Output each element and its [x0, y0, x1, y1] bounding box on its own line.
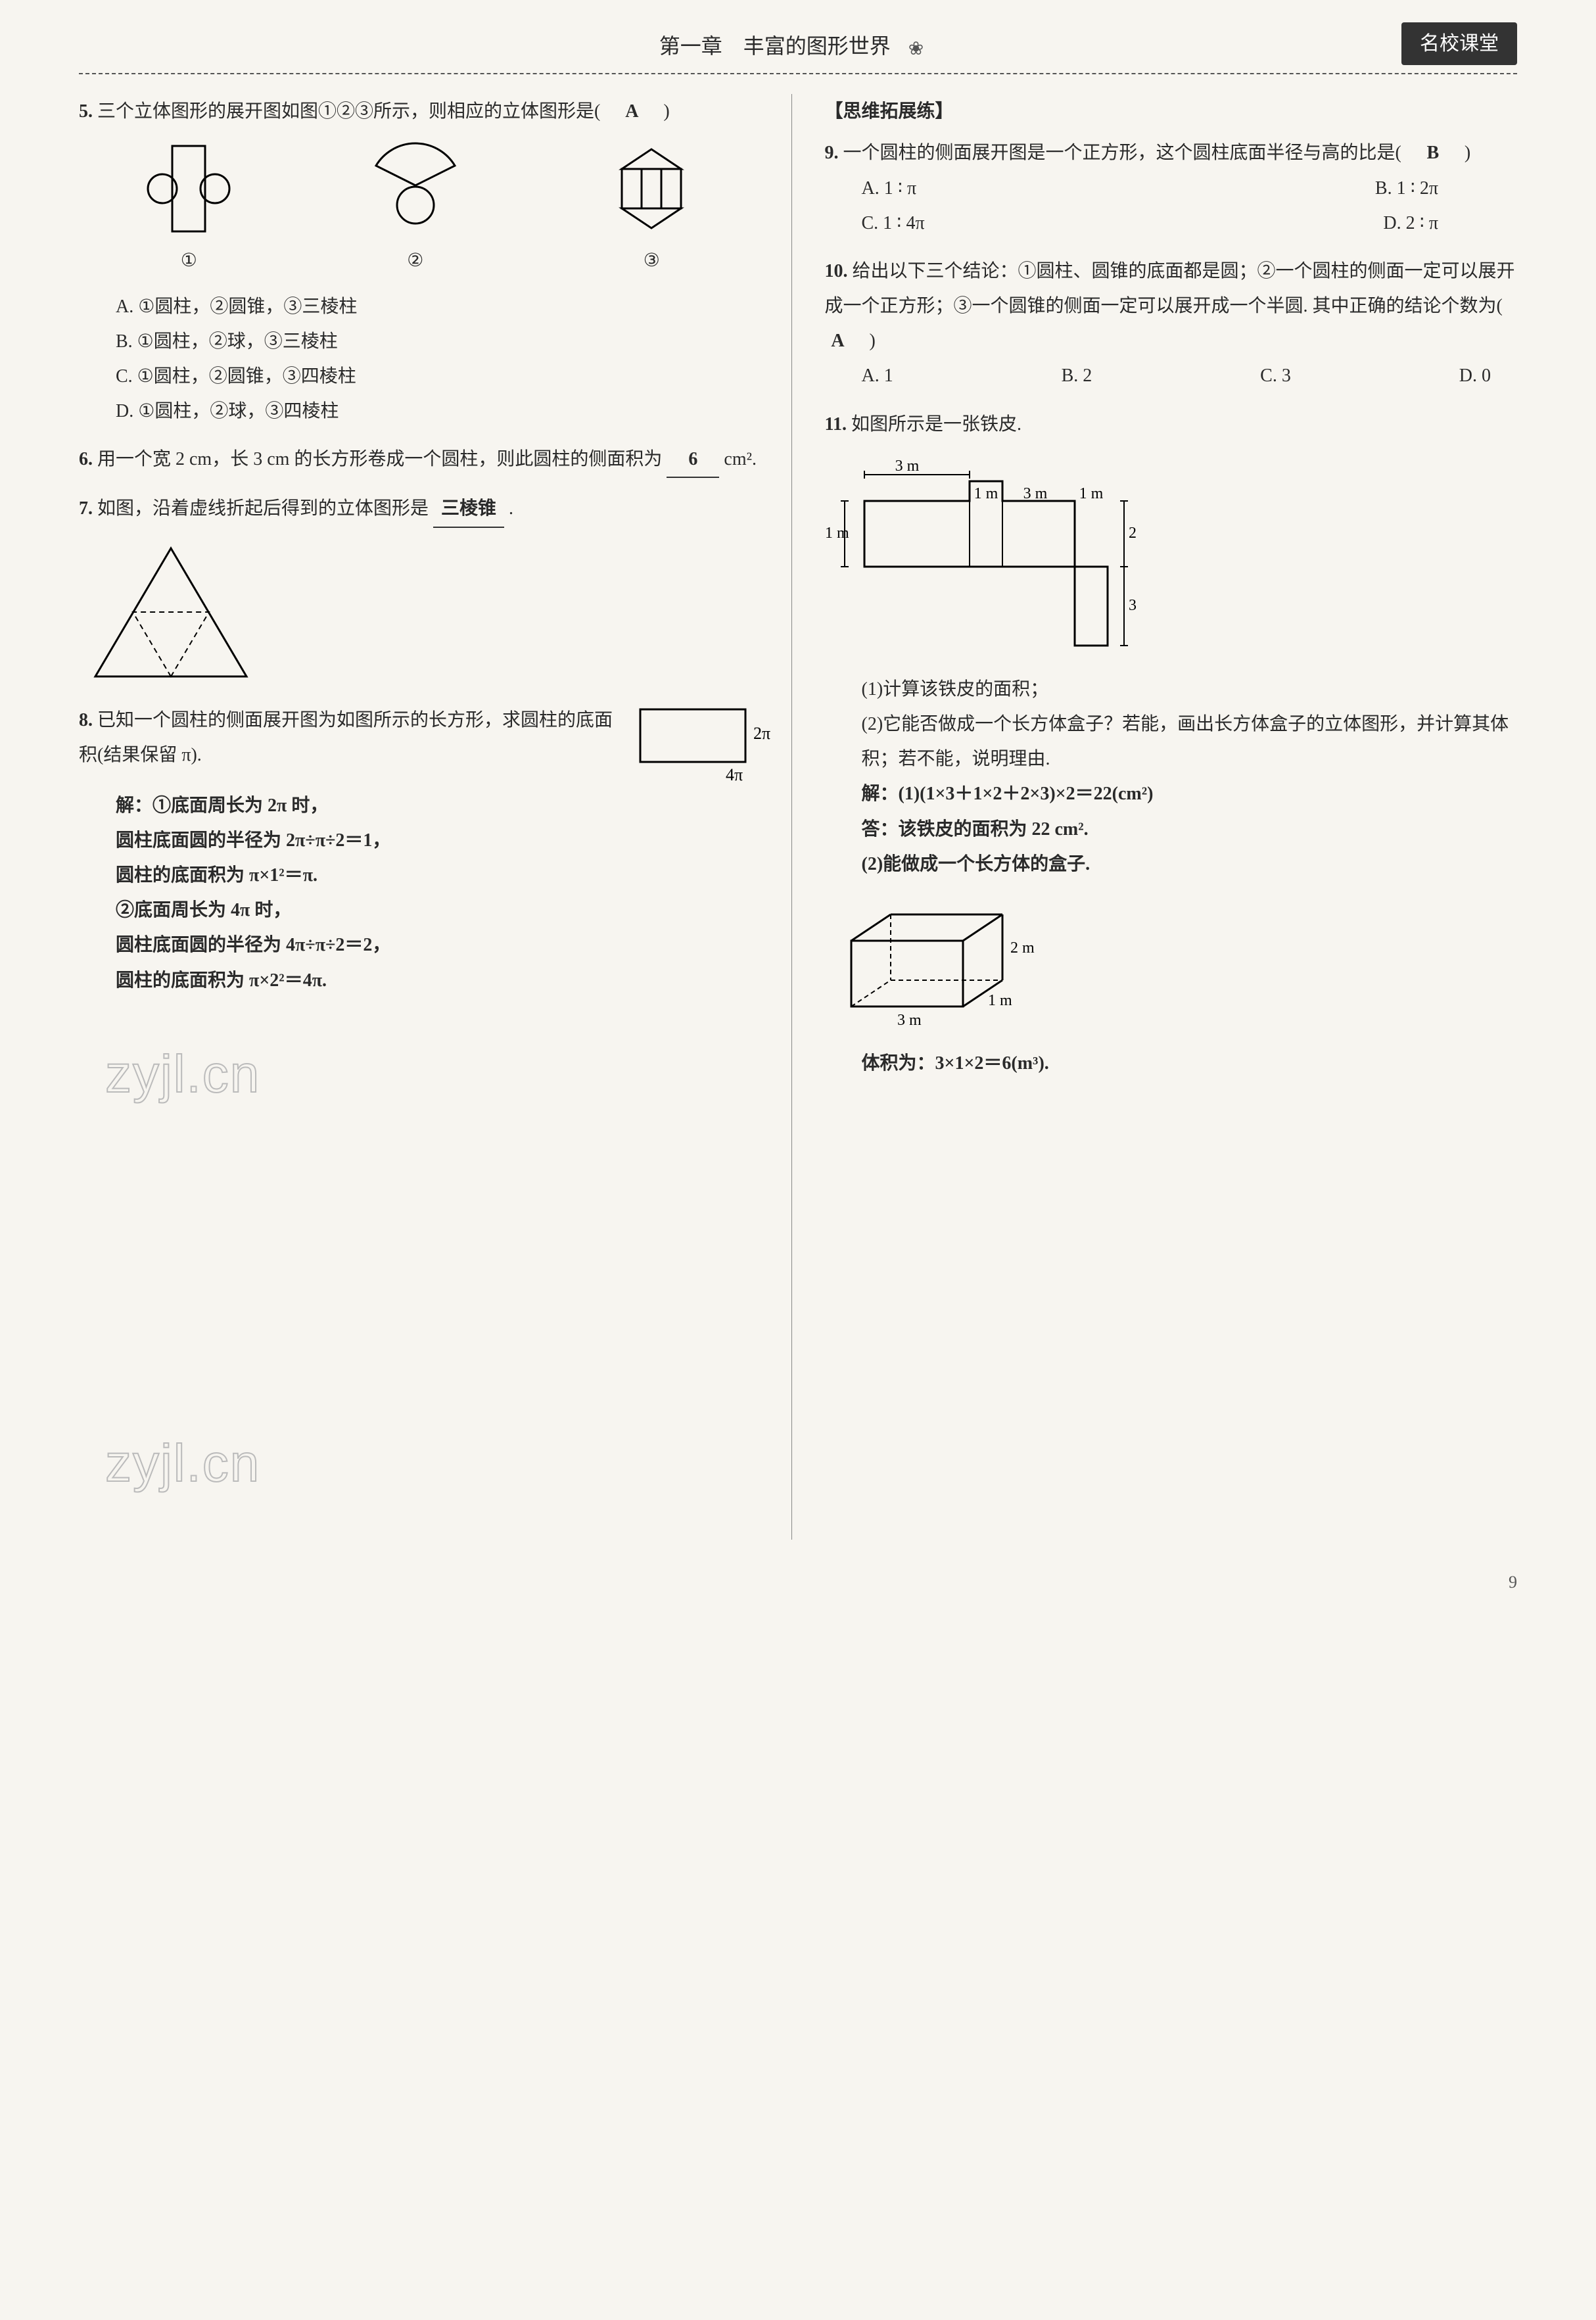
svg-text:3 m: 3 m — [895, 458, 919, 475]
q5-fig1-label: ① — [143, 243, 235, 278]
q8-sol6: 圆柱的底面积为 π×2²＝4π. — [79, 963, 772, 998]
svg-text:1 m: 1 m — [825, 525, 849, 542]
section-heading: 【思维拓展练】 — [825, 94, 1518, 129]
q5-fig3-label: ③ — [596, 243, 707, 278]
svg-text:1 m: 1 m — [974, 485, 998, 502]
q11-sol2: 答：该铁皮的面积为 22 cm². — [825, 812, 1518, 847]
svg-text:3 m: 3 m — [897, 1012, 922, 1029]
q10-optD: D. 0 — [1459, 358, 1491, 393]
q10-number: 10. — [825, 261, 848, 281]
q11-sol1: 解：(1)(1×3＋1×2＋2×3)×2＝22(cm²) — [825, 776, 1518, 811]
svg-text:2 m: 2 m — [1129, 525, 1140, 542]
q10-optC: C. 3 — [1260, 358, 1291, 393]
q10-optA: A. 1 — [862, 358, 893, 393]
svg-text:2 m: 2 m — [1010, 939, 1035, 957]
q6-number: 6. — [79, 449, 93, 469]
q5-number: 5. — [79, 101, 93, 122]
q11-p1: (1)计算该铁皮的面积； — [825, 672, 1518, 707]
q11-sol3: (2)能做成一个长方体的盒子. — [825, 847, 1518, 882]
watermark-1: zyjl.cn — [105, 1024, 772, 1124]
svg-text:3 m: 3 m — [1129, 597, 1140, 614]
q5-text: 三个立体图形的展开图如图①②③所示，则相应的立体图形是( — [97, 101, 619, 122]
q10-optB: B. 2 — [1062, 358, 1092, 393]
question-5: 5. 三个立体图形的展开图如图①②③所示，则相应的立体图形是( A ) ① — [79, 94, 772, 429]
q9-text-end: ) — [1446, 143, 1470, 163]
q11-p2: (2)它能否做成一个长方体盒子？若能，画出长方体盒子的立体图形，并计算其体积；若… — [825, 707, 1518, 776]
q5-fig-2: ② — [363, 139, 468, 278]
question-8: 8. 已知一个圆柱的侧面展开图为如图所示的长方形，求圆柱的底面积(结果保留 π)… — [79, 703, 772, 998]
question-10: 10. 给出以下三个结论：①圆柱、圆锥的底面都是圆；②一个圆柱的侧面一定可以展开… — [825, 254, 1518, 394]
q8-sol4: ②底面周长为 4π 时， — [79, 893, 772, 928]
q8-text: 已知一个圆柱的侧面展开图为如图所示的长方形，求圆柱的底面积(结果保留 π). — [79, 710, 613, 765]
q5-optB: B. ①圆柱，②球，③三棱柱 — [79, 324, 772, 359]
q10-text-end: ) — [851, 331, 876, 351]
q7-text-a: 如图，沿着虚线折起后得到的立体图形是 — [97, 498, 429, 519]
q5-fig-1: ① — [143, 139, 235, 278]
watermark-2: zyjl.cn — [105, 1413, 772, 1513]
q9-answer: B — [1420, 135, 1446, 170]
left-column: 5. 三个立体图形的展开图如图①②③所示，则相应的立体图形是( A ) ① — [79, 94, 792, 1540]
two-column-layout: 5. 三个立体图形的展开图如图①②③所示，则相应的立体图形是( A ) ① — [79, 94, 1517, 1540]
q11-sol4: 体积为：3×1×2＝6(m³). — [825, 1046, 1518, 1081]
svg-text:3 m: 3 m — [1023, 485, 1047, 502]
q8-number: 8. — [79, 710, 93, 730]
q5-answer: A — [619, 94, 645, 129]
q7-figure — [79, 538, 772, 690]
q5-figures: ① ② ③ — [79, 139, 772, 278]
q11-box-figure: 3 m 1 m 2 m — [825, 895, 1518, 1033]
q8-figure: 2π 4π — [634, 703, 772, 788]
page-number: 9 — [79, 1566, 1517, 1598]
q5-optC: C. ①圆柱，②圆锥，③四棱柱 — [79, 359, 772, 394]
question-6: 6. 用一个宽 2 cm，长 3 cm 的长方形卷成一个圆柱，则此圆柱的侧面积为… — [79, 442, 772, 478]
q8-rect-h: 2π — [753, 724, 770, 743]
q5-optD: D. ①圆柱，②球，③四棱柱 — [79, 394, 772, 429]
page-header: 第一章 丰富的图形世界 ❀ 名校课堂 — [79, 26, 1517, 74]
q7-text-b: . — [509, 498, 513, 519]
brand-badge: 名校课堂 — [1401, 22, 1517, 65]
q11-text: 如图所示是一张铁皮. — [851, 414, 1021, 435]
q8-sol3: 圆柱的底面积为 π×1²＝π. — [79, 858, 772, 893]
flourish-icon: ❀ — [908, 32, 924, 66]
right-column: 【思维拓展练】 9. 一个圆柱的侧面展开图是一个正方形，这个圆柱底面半径与高的比… — [818, 94, 1518, 1540]
q6-text-b: cm². — [724, 449, 757, 469]
q10-answer: A — [825, 323, 851, 358]
q11-number: 11. — [825, 414, 847, 435]
q7-blank: 三棱锥 — [433, 491, 504, 527]
svg-text:1 m: 1 m — [988, 992, 1012, 1009]
question-11: 11. 如图所示是一张铁皮. 3 m 1 m 3 m 1 m — [825, 407, 1518, 1081]
q9-number: 9. — [825, 143, 839, 163]
question-7: 7. 如图，沿着虚线折起后得到的立体图形是 三棱锥 . — [79, 491, 772, 689]
q11-figure: 3 m 1 m 3 m 1 m 1 m 2 m — [825, 455, 1518, 659]
q8-sol2: 圆柱底面圆的半径为 2π÷π÷2＝1， — [79, 823, 772, 858]
q5-fig2-label: ② — [363, 243, 468, 278]
q10-text: 给出以下三个结论：①圆柱、圆锥的底面都是圆；②一个圆柱的侧面一定可以展开成一个正… — [825, 261, 1521, 316]
q6-blank: 6 — [667, 442, 719, 478]
svg-text:1 m: 1 m — [1079, 485, 1103, 502]
question-9: 9. 一个圆柱的侧面展开图是一个正方形，这个圆柱底面半径与高的比是( B ) A… — [825, 135, 1518, 241]
q9-optB: B. 1 ∶ 2π — [1375, 171, 1517, 206]
q5-text-end: ) — [645, 101, 669, 122]
q8-sol5: 圆柱底面圆的半径为 4π÷π÷2＝2， — [79, 928, 772, 962]
q9-optA: A. 1 ∶ π — [862, 171, 917, 206]
q6-text-a: 用一个宽 2 cm，长 3 cm 的长方形卷成一个圆柱，则此圆柱的侧面积为 — [97, 449, 662, 469]
q7-number: 7. — [79, 498, 93, 519]
chapter-title: 第一章 丰富的图形世界 — [659, 26, 891, 66]
q9-optC: C. 1 ∶ 4π — [862, 206, 925, 241]
q8-rect-w: 4π — [726, 765, 743, 784]
q8-sol1: 解：①底面周长为 2π 时， — [79, 788, 772, 823]
q9-optD: D. 2 ∶ π — [1383, 206, 1517, 241]
q5-optA: A. ①圆柱，②圆锥，③三棱柱 — [79, 289, 772, 324]
q9-text: 一个圆柱的侧面展开图是一个正方形，这个圆柱底面半径与高的比是( — [843, 143, 1420, 163]
q5-fig-3: ③ — [596, 139, 707, 278]
